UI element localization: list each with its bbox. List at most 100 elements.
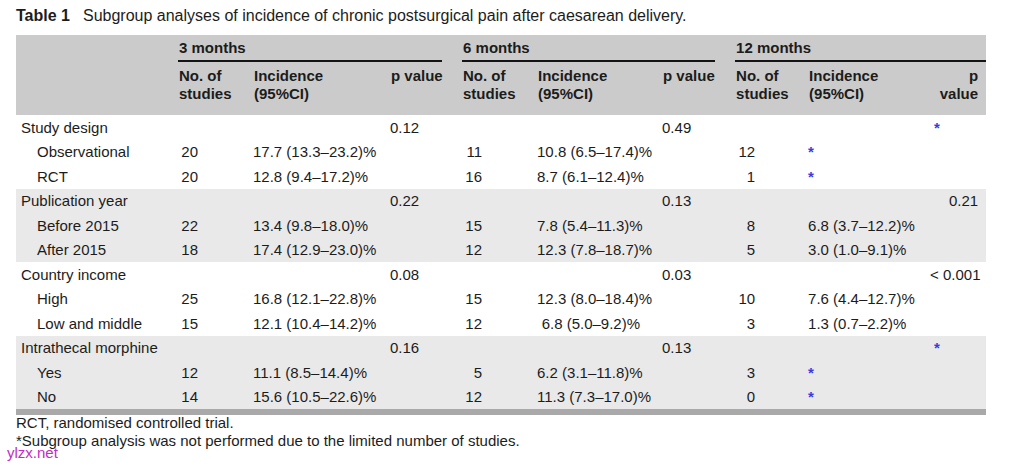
cell-p-12mo [930, 164, 986, 189]
cell-p-6mo [662, 287, 735, 312]
n-value: 8 [735, 217, 755, 234]
cell-incidence-6mo: 12.3 (7.8–18.7)% [537, 238, 662, 263]
cell-p-3mo [390, 385, 462, 413]
cell-p-6mo [662, 238, 735, 263]
cell-n-3mo [178, 189, 253, 214]
header-p-3mo: p value [390, 62, 462, 115]
n-value: 5 [462, 364, 482, 381]
header-empty-corner [16, 35, 178, 115]
cell-n-3mo: 18 [178, 238, 253, 263]
n-value: 12 [462, 388, 482, 405]
cell-p-3mo [390, 311, 462, 336]
table-body: Study design0.120.49*Observational2017.7… [16, 115, 986, 412]
table-row: Publication year 0.22 0.13 0.21 [16, 189, 986, 214]
cell-p-12mo: * [930, 115, 986, 140]
cell-n-12mo: 0 [735, 385, 808, 413]
table-row: No1415.6 (10.5–22.6)%1211.3 (7.3–17.0)%0… [16, 385, 986, 413]
cell-n-3mo: 15 [178, 311, 253, 336]
header-n-3mo: No. of studies [178, 62, 253, 115]
n-value: 12 [735, 143, 755, 160]
n-value: 12 [462, 315, 482, 332]
row-label: No [16, 385, 178, 413]
cell-incidence-12mo: * [808, 140, 930, 165]
cell-n-3mo: 12 [178, 360, 253, 385]
header-p-6mo: p value [662, 62, 735, 115]
cell-incidence-6mo: 12.3 (8.0–18.4)% [537, 287, 662, 312]
header-p-12mo: p value [930, 62, 986, 115]
cell-n-12mo [735, 189, 808, 214]
table-header: 3 months 6 months 12 months No. of studi… [16, 35, 986, 115]
cell-p-12mo [930, 287, 986, 312]
header-group-3-months: 3 months [178, 35, 462, 62]
table-row: Before 20152213.4 (9.8–18.0)%157.8 (5.4–… [16, 213, 986, 238]
n-value: 3 [735, 315, 755, 332]
row-label: RCT [16, 164, 178, 189]
watermark: ylzx.net [7, 444, 58, 461]
cell-incidence-12mo [808, 262, 930, 287]
cell-n-3mo: 20 [178, 140, 253, 165]
cell-n-6mo: 12 [462, 385, 537, 413]
cell-incidence-3mo [253, 262, 390, 287]
cell-p-6mo: 0.49 [662, 115, 735, 140]
row-label: Low and middle [16, 311, 178, 336]
cell-incidence-12mo: * [808, 164, 930, 189]
table-title: Table 1Subgroup analyses of incidence of… [16, 7, 687, 25]
row-label: Yes [16, 360, 178, 385]
cell-n-6mo [462, 336, 537, 361]
cell-n-6mo: 12 [462, 238, 537, 263]
cell-incidence-12mo: 3.0 (1.0–9.1)% [808, 238, 930, 263]
cell-incidence-6mo: 7.8 (5.4–11.3)% [537, 213, 662, 238]
cell-n-12mo: 3 [735, 360, 808, 385]
table-row: Study design0.120.49* [16, 115, 986, 140]
n-value: 1 [735, 168, 755, 185]
row-label: Publication year [16, 189, 178, 214]
cell-incidence-6mo: 11.3 (7.3–17.0)% [537, 385, 662, 413]
cell-p-6mo [662, 213, 735, 238]
n-value: 16 [462, 168, 482, 185]
n-value: 10 [735, 290, 755, 307]
cell-incidence-3mo: 11.1 (8.5–14.4)% [253, 360, 390, 385]
cell-n-12mo [735, 115, 808, 140]
cell-p-3mo: 0.22 [390, 189, 462, 214]
cell-incidence-3mo: 17.7 (13.3–23.2)% [253, 140, 390, 165]
subgroup-analyses-table: 3 months 6 months 12 months No. of studi… [16, 35, 986, 415]
cell-p-12mo [930, 140, 986, 165]
cell-incidence-12mo: 7.6 (4.4–12.7)% [808, 287, 930, 312]
cell-incidence-6mo [537, 336, 662, 361]
cell-p-6mo: 0.13 [662, 336, 735, 361]
table-row: Yes1211.1 (8.5–14.4)%56.2 (3.1–11.8)%3* [16, 360, 986, 385]
n-value: 15 [462, 290, 482, 307]
cell-n-6mo: 11 [462, 140, 537, 165]
cell-n-12mo [735, 262, 808, 287]
cell-incidence-6mo [537, 189, 662, 214]
cell-incidence-3mo: 12.8 (9.4–17.2)% [253, 164, 390, 189]
cell-p-12mo [930, 311, 986, 336]
cell-incidence-12mo: 1.3 (0.7–2.2)% [808, 311, 930, 336]
table-row: Country income0.080.03< 0.001 [16, 262, 986, 287]
cell-n-12mo: 10 [735, 287, 808, 312]
cell-p-12mo: 0.21 [930, 189, 986, 214]
n-value: 15 [178, 315, 198, 332]
table-caption: Subgroup analyses of incidence of chroni… [83, 7, 687, 24]
cell-incidence-12mo: 6.8 (3.7–12.2)% [808, 213, 930, 238]
n-value: 0 [735, 388, 755, 405]
cell-p-3mo [390, 164, 462, 189]
table-row: Low and middle1512.1 (10.4–14.2)%126.8 (… [16, 311, 986, 336]
table-row: High2516.8 (12.1–22.8)%1512.3 (8.0–18.4)… [16, 287, 986, 312]
cell-p-3mo [390, 213, 462, 238]
n-value: 20 [178, 168, 198, 185]
cell-n-6mo: 15 [462, 287, 537, 312]
cell-p-6mo: 0.13 [662, 189, 735, 214]
cell-incidence-6mo: 8.7 (6.1–12.4)% [537, 164, 662, 189]
cell-n-3mo [178, 262, 253, 287]
n-value: 12 [178, 364, 198, 381]
header-group-6-months: 6 months [462, 35, 735, 62]
n-value: 18 [178, 241, 198, 258]
cell-p-12mo [930, 360, 986, 385]
cell-p-6mo [662, 311, 735, 336]
footnote-rct: RCT, randomised controlled trial. [16, 414, 520, 432]
cell-n-12mo: 1 [735, 164, 808, 189]
cell-incidence-3mo [253, 189, 390, 214]
cell-incidence-12mo [808, 336, 930, 361]
footnote-asterisk: *Subgroup analysis was not performed due… [16, 432, 520, 450]
